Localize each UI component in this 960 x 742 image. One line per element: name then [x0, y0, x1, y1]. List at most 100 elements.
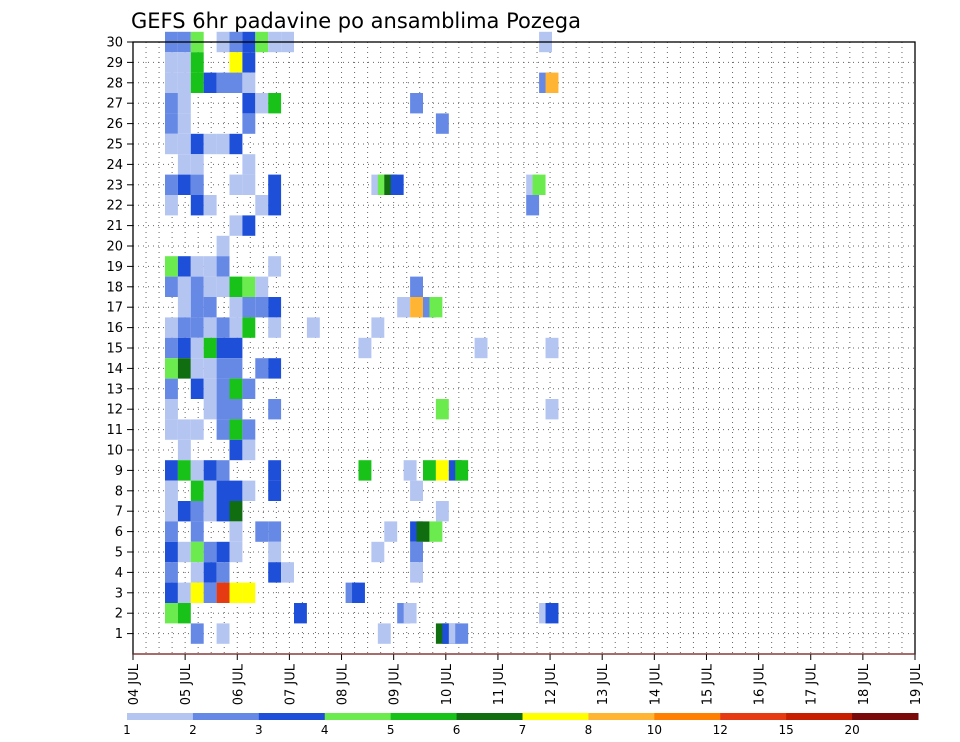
- precip-cell: [165, 521, 178, 542]
- precip-cell: [203, 399, 217, 420]
- precip-cell: [397, 297, 411, 318]
- precip-cell: [229, 72, 243, 93]
- precip-cell: [229, 419, 243, 440]
- colorbar-segment: [390, 713, 458, 720]
- colorbar-label: 1: [123, 723, 131, 737]
- precip-cell: [242, 480, 256, 501]
- precip-cell: [545, 337, 559, 359]
- precip-cell: [216, 133, 230, 155]
- precip-cell: [545, 603, 559, 624]
- precip-cell: [255, 358, 269, 379]
- precip-cell: [403, 460, 417, 481]
- precip-cell: [268, 195, 282, 216]
- y-tick-label: 15: [106, 342, 123, 357]
- precip-cell: [190, 297, 204, 318]
- x-tick-label: 04 JUL: [127, 663, 142, 705]
- precip-cell: [229, 133, 243, 155]
- precip-cell: [229, 276, 243, 297]
- y-tick-label: 5: [115, 546, 123, 561]
- precip-cell: [255, 276, 269, 297]
- precip-cell: [190, 460, 204, 481]
- precip-cell: [190, 317, 204, 338]
- y-tick-label: 8: [115, 484, 123, 499]
- precip-cell: [165, 541, 178, 563]
- precip-cell: [177, 317, 191, 338]
- precip-cell: [377, 623, 391, 644]
- x-tick-label: 05 JUL: [179, 663, 194, 705]
- precip-cell: [177, 174, 191, 195]
- precip-cell: [190, 562, 204, 583]
- x-tick-label: 12 JUL: [544, 663, 559, 705]
- precip-cell: [410, 93, 423, 114]
- precip-cell: [242, 317, 256, 338]
- colorbar-segment: [192, 713, 260, 720]
- precip-cell: [203, 562, 217, 583]
- precip-cell: [203, 72, 217, 93]
- colorbar-label: 20: [844, 723, 859, 737]
- colorbar-label: 2: [189, 723, 197, 737]
- precip-cell: [526, 195, 540, 216]
- precip-cell: [165, 93, 178, 114]
- precip-cell: [190, 276, 204, 297]
- precip-cell: [190, 480, 204, 501]
- precip-cell: [177, 154, 191, 175]
- precip-cell: [177, 52, 191, 73]
- precip-cell: [268, 399, 282, 420]
- y-tick-label: 16: [106, 321, 123, 336]
- precip-cell: [190, 501, 204, 522]
- precip-cell: [165, 174, 178, 195]
- precip-cell: [435, 113, 449, 134]
- precip-cell: [165, 582, 178, 603]
- precip-cell: [203, 460, 217, 481]
- precip-cell: [165, 419, 178, 440]
- y-tick-label: 25: [106, 138, 123, 153]
- precip-cell: [410, 541, 423, 563]
- x-tick-label: 16 JUL: [753, 663, 768, 705]
- precip-cell: [242, 297, 256, 318]
- precip-cell: [190, 72, 204, 93]
- precip-cell: [190, 256, 204, 277]
- y-tick-label: 23: [106, 178, 123, 193]
- precip-cell: [268, 480, 282, 501]
- x-axis-ticks: 04 JUL 05 JUL 06 JUL 07 JUL 08 JUL 09 JUL 10 J…: [127, 653, 924, 705]
- precip-cell: [229, 501, 243, 522]
- precip-cell: [216, 378, 230, 399]
- precip-cell: [203, 276, 217, 297]
- precip-cell: [177, 72, 191, 93]
- precip-cell: [177, 113, 191, 134]
- x-tick-label: 13 JUL: [596, 663, 611, 705]
- precip-cell: [268, 521, 282, 542]
- precip-cell: [203, 480, 217, 501]
- x-tick-label: 09 JUL: [388, 663, 403, 705]
- precip-cell: [165, 276, 178, 297]
- colorbar-segment: [588, 713, 655, 720]
- x-tick-label: 19 JUL: [909, 663, 924, 705]
- precip-cell: [229, 439, 243, 461]
- precip-cell: [216, 480, 230, 501]
- x-tick-label: 08 JUL: [336, 663, 351, 705]
- colorbar-label: 5: [387, 723, 395, 737]
- precip-cell: [229, 541, 243, 563]
- colorbar-label: 3: [255, 723, 263, 737]
- precip-cell: [177, 337, 191, 359]
- precip-cell: [242, 93, 256, 114]
- colorbar-label: 4: [321, 723, 329, 737]
- precip-cell: [410, 297, 423, 318]
- precip-cell: [410, 276, 423, 297]
- precip-cell: [177, 419, 191, 440]
- precip-cell: [165, 480, 178, 501]
- precip-cell: [294, 603, 307, 624]
- x-tick-label: 11 JUL: [492, 663, 507, 705]
- precip-cell: [165, 501, 178, 522]
- precip-cell: [190, 623, 204, 644]
- y-tick-label: 11: [106, 423, 123, 438]
- precip-cell: [268, 460, 282, 481]
- precip-cell: [229, 358, 243, 379]
- precip-cell: [165, 72, 178, 93]
- colorbar-segment: [456, 713, 523, 720]
- precip-cell: [203, 195, 217, 216]
- colorbar-label: 12: [713, 723, 728, 737]
- precip-cell: [229, 582, 243, 603]
- y-tick-label: 20: [106, 240, 123, 255]
